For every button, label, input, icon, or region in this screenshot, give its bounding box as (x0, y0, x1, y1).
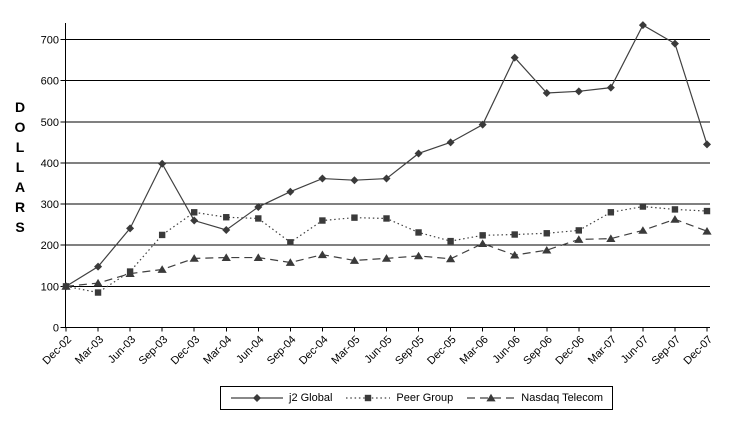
svg-text:Mar-06: Mar-06 (458, 334, 491, 367)
svg-text:0: 0 (53, 323, 59, 335)
svg-text:Sep-05: Sep-05 (393, 334, 427, 368)
svg-text:400: 400 (41, 158, 59, 170)
svg-text:Mar-07: Mar-07 (586, 334, 619, 367)
svg-text:100: 100 (41, 281, 59, 293)
svg-text:Dec-06: Dec-06 (553, 334, 587, 368)
svg-text:Jun-04: Jun-04 (234, 334, 266, 366)
legend-label: j2 Global (289, 392, 333, 404)
svg-text:Sep-04: Sep-04 (265, 334, 299, 368)
series-peer-group (62, 203, 711, 296)
svg-text:Mar-03: Mar-03 (73, 334, 106, 367)
svg-text:Sep-03: Sep-03 (137, 334, 171, 368)
svg-text:600: 600 (41, 76, 59, 88)
y-axis-title: D O L L A R S (14, 99, 26, 235)
series-nasdaq-telecom (61, 215, 712, 290)
svg-text:Dec-04: Dec-04 (297, 334, 331, 368)
svg-text:Jun-07: Jun-07 (619, 334, 651, 366)
gridlines (60, 38, 710, 328)
legend-label: Peer Group (396, 392, 454, 404)
svg-text:Mar-04: Mar-04 (201, 334, 234, 367)
axes (65, 22, 708, 332)
svg-text:Dec-05: Dec-05 (425, 334, 459, 368)
svg-text:700: 700 (41, 34, 59, 46)
svg-text:Dec-02: Dec-02 (41, 334, 75, 368)
svg-text:Dec-03: Dec-03 (169, 334, 203, 368)
svg-text:Sep-06: Sep-06 (521, 334, 555, 368)
svg-text:Mar-05: Mar-05 (329, 334, 362, 367)
svg-text:200: 200 (41, 240, 59, 252)
svg-text:Sep-07: Sep-07 (649, 334, 683, 368)
legend-label: Nasdaq Telecom (521, 392, 604, 404)
series-j2-global (62, 21, 711, 291)
legend-item-nasdaq-telecom: Nasdaq Telecom (466, 392, 603, 404)
svg-text:Dec-07: Dec-07 (682, 334, 716, 368)
triangle-marker-icon (467, 393, 516, 402)
legend-item-peer-group: Peer Group (345, 392, 453, 404)
square-marker-icon (346, 394, 391, 402)
y-axis-tick-labels: 0 100 200 300 400 500 600 700 (41, 34, 59, 334)
svg-text:Jun-03: Jun-03 (106, 334, 138, 366)
svg-text:Jun-05: Jun-05 (362, 334, 394, 366)
legend: j2 Global Peer Group Nasdaq Telecom (220, 386, 614, 410)
legend-item-j2-global: j2 Global (230, 392, 332, 404)
svg-text:Jun-06: Jun-06 (491, 334, 523, 366)
svg-text:500: 500 (41, 117, 59, 129)
diamond-marker-icon (231, 394, 283, 402)
svg-text:300: 300 (41, 199, 59, 211)
